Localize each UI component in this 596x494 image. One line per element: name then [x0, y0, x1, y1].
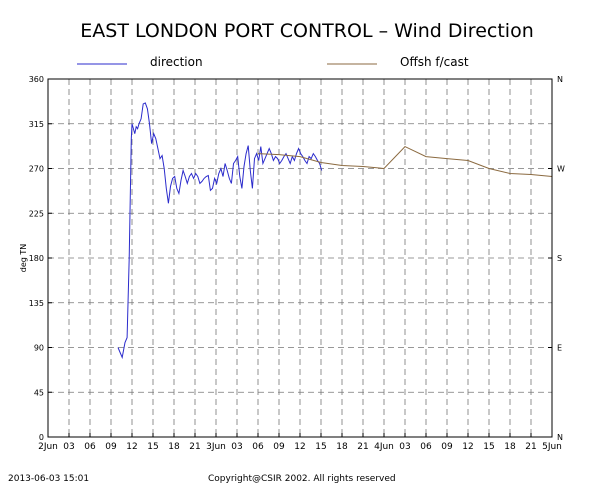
x-tick-label: 09 — [105, 442, 117, 452]
y-axis-label: deg TN — [19, 244, 28, 273]
x-tick-label: 12 — [462, 442, 473, 452]
grid — [48, 79, 552, 437]
plot-frame — [47, 78, 553, 438]
x-tick-label: 18 — [504, 442, 516, 452]
x-tick-label: 03 — [399, 442, 410, 452]
x-tick-label: 15 — [315, 442, 326, 452]
x-tick-label: 06 — [84, 442, 96, 452]
chart-title: EAST LONDON PORT CONTROL – Wind Directio… — [80, 20, 534, 42]
y-tick-label: 45 — [34, 388, 44, 397]
compass-tick-label: N — [557, 433, 563, 442]
compass-tick-label: S — [557, 254, 562, 263]
x-tick-label: 18 — [336, 442, 348, 452]
footer-timestamp: 2013-06-03 15:01 — [8, 474, 89, 484]
compass-tick-label: W — [557, 165, 565, 174]
x-tick-label: 15 — [483, 442, 494, 452]
compass-tick-label: E — [557, 344, 562, 353]
x-tick-label: 12 — [294, 442, 305, 452]
x-tick-label: 09 — [441, 442, 453, 452]
x-tick-label: 18 — [168, 442, 180, 452]
legend: direction Offsh f/cast — [77, 55, 469, 69]
y-tick-label: 0 — [39, 433, 44, 442]
x-tick-label: 21 — [357, 442, 368, 452]
y-tick-label: 360 — [29, 75, 44, 84]
x-tick-label: 4Jun — [374, 442, 394, 452]
footer-copyright: Copyright@CSIR 2002. All rights reserved — [208, 474, 396, 484]
y-tick-label: 315 — [29, 120, 44, 129]
x-tick-label: 03 — [63, 442, 74, 452]
series-line-forecast — [257, 145, 553, 177]
x-tick-label: 21 — [189, 442, 200, 452]
compass-tick-label: N — [557, 75, 563, 84]
x-tick-label: 5Jun — [542, 442, 562, 452]
x-tick-label: 03 — [231, 442, 242, 452]
series-layer — [117, 102, 553, 360]
x-tick-label: 3Jun — [206, 442, 226, 452]
legend-label-direction: direction — [150, 55, 203, 69]
x-tick-label: 2Jun — [38, 442, 58, 452]
x-tick-label: 06 — [420, 442, 432, 452]
y-tick-label: 225 — [29, 209, 44, 218]
x-tick-label: 06 — [252, 442, 264, 452]
x-tick-label: 09 — [273, 442, 285, 452]
x-tick-label: 15 — [147, 442, 158, 452]
y-tick-label: 180 — [29, 254, 44, 263]
ticks: 0 45 90 135 180 225 270 315 360 N E S W N 2Jun 03 06 09 12… — [29, 75, 565, 452]
y-tick-label: 270 — [29, 165, 44, 174]
y-tick-label: 135 — [29, 299, 44, 308]
x-tick-label: 21 — [525, 442, 536, 452]
legend-label-forecast: Offsh f/cast — [400, 55, 469, 69]
y-tick-label: 90 — [34, 344, 44, 353]
x-tick-label: 12 — [126, 442, 137, 452]
series-line-direction — [117, 102, 323, 360]
